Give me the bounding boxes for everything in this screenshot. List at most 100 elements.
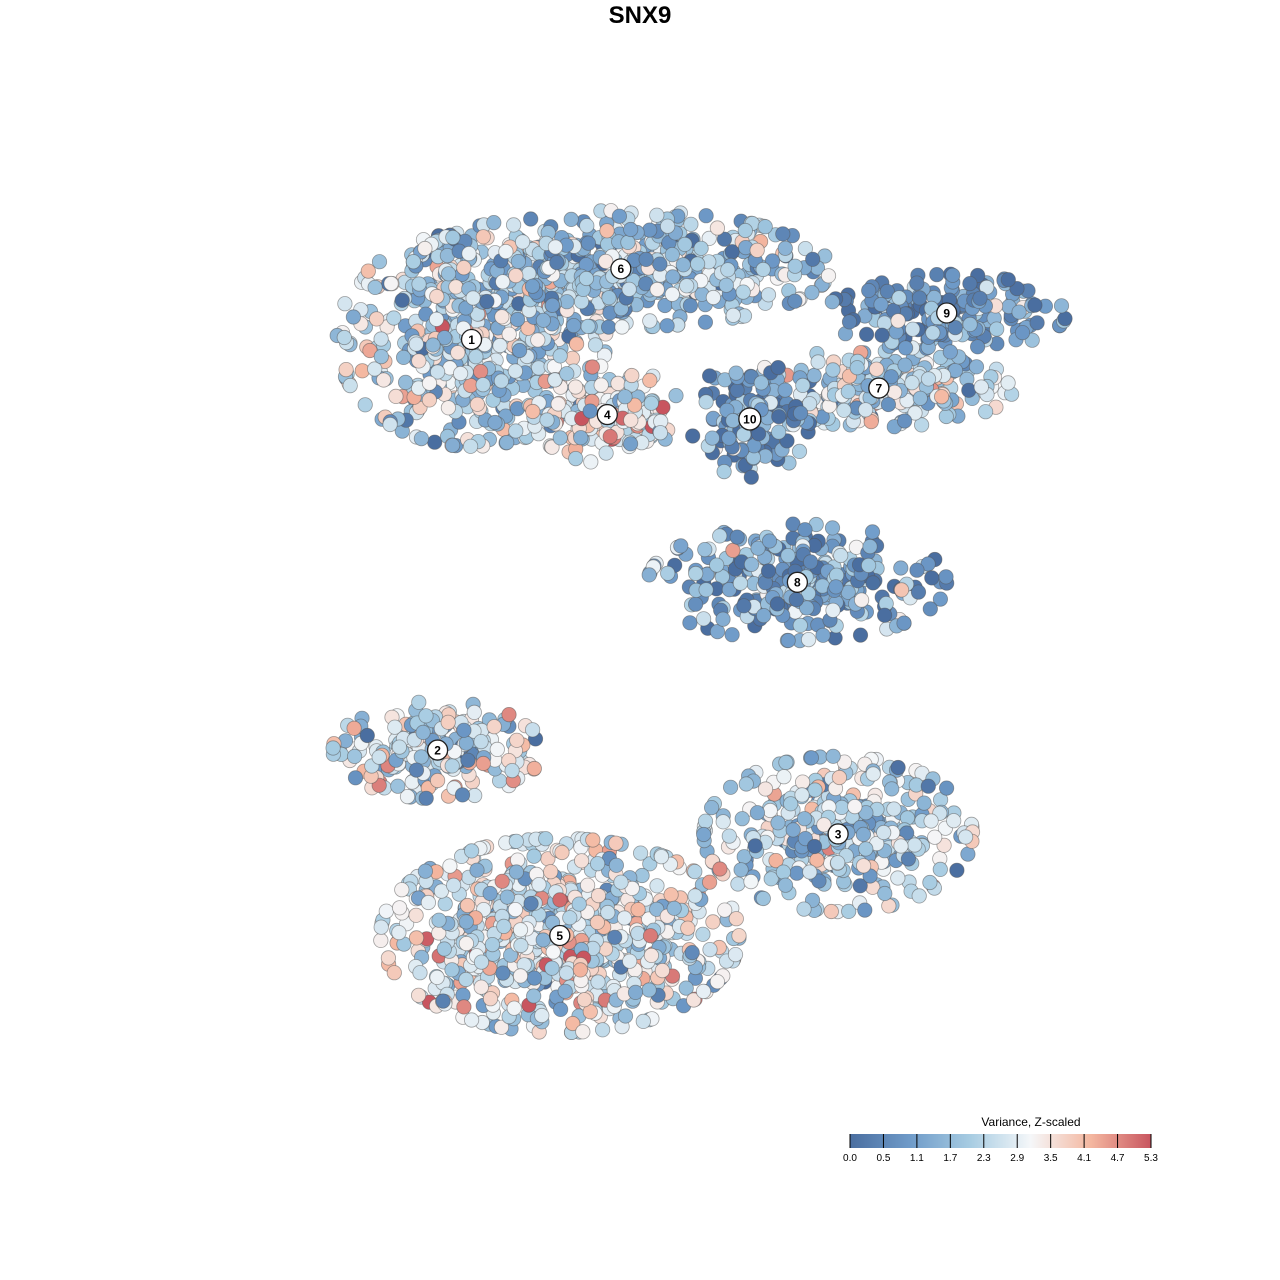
cell-point xyxy=(530,360,547,376)
cell-point xyxy=(524,278,541,294)
cell-point xyxy=(686,992,702,1008)
cell-point xyxy=(922,601,938,617)
cell-point xyxy=(508,864,525,880)
cell-point xyxy=(600,319,617,335)
cell-point xyxy=(408,762,425,778)
cell-point xyxy=(705,289,722,306)
cell-point xyxy=(621,281,637,297)
cluster-label-2: 2 xyxy=(426,739,449,761)
cell-point xyxy=(737,222,753,239)
cell-point xyxy=(475,755,491,772)
cell-point xyxy=(479,293,495,310)
cell-point xyxy=(345,309,361,325)
cell-point xyxy=(590,887,607,904)
cell-point xyxy=(896,615,912,631)
cell-point xyxy=(642,372,658,388)
cell-point xyxy=(728,365,744,381)
cell-point xyxy=(886,801,902,817)
cell-point xyxy=(378,903,394,919)
cell-point xyxy=(788,591,804,608)
cell-point xyxy=(418,790,434,806)
cell-point xyxy=(482,991,499,1007)
cell-point xyxy=(828,579,844,595)
cell-point xyxy=(860,557,877,574)
cell-point xyxy=(568,336,585,352)
cell-point xyxy=(796,811,813,827)
cell-point xyxy=(973,379,989,395)
cell-point xyxy=(802,554,819,570)
cell-point xyxy=(440,714,456,730)
cell-point xyxy=(897,340,914,356)
cell-point xyxy=(806,367,822,384)
cell-point xyxy=(456,722,472,738)
cell-point xyxy=(811,873,827,889)
cell-point xyxy=(572,962,589,978)
cell-point xyxy=(698,394,714,410)
cell-point xyxy=(858,841,874,857)
cluster-label-1: 1 xyxy=(460,328,483,351)
cell-point xyxy=(394,292,410,308)
cell-point xyxy=(724,627,740,643)
cell-point xyxy=(411,353,427,369)
cell-point xyxy=(367,361,383,377)
cell-point xyxy=(877,885,893,902)
cell-point xyxy=(654,962,671,979)
cell-point xyxy=(876,824,892,841)
cell-point xyxy=(833,547,849,564)
cell-point xyxy=(841,903,857,920)
cell-point xyxy=(945,267,961,283)
cell-point xyxy=(715,814,731,830)
cell-point xyxy=(900,851,917,867)
cell-point xyxy=(800,631,817,648)
cell-point xyxy=(367,279,383,295)
cell-point xyxy=(653,849,670,865)
cell-point xyxy=(436,941,452,957)
cell-point xyxy=(868,361,885,377)
cell-point xyxy=(508,267,524,284)
cell-point xyxy=(1027,297,1043,313)
cell-point xyxy=(552,1001,569,1018)
cell-point xyxy=(862,538,878,555)
cell-point xyxy=(616,910,633,926)
cell-point xyxy=(762,802,778,819)
cell-point xyxy=(563,211,579,227)
cell-point xyxy=(610,375,626,391)
cell-point xyxy=(473,979,489,995)
cell-point xyxy=(589,914,606,931)
cell-point xyxy=(360,263,376,279)
cell-point xyxy=(391,739,407,755)
cell-point xyxy=(507,363,524,379)
cell-point xyxy=(387,719,403,735)
cell-point xyxy=(659,318,675,334)
cell-point xyxy=(506,1000,522,1016)
cell-point xyxy=(607,929,623,945)
cell-point xyxy=(938,408,954,425)
legend-colorbar xyxy=(850,1134,1151,1148)
cell-point xyxy=(413,430,429,447)
cell-point xyxy=(579,218,595,234)
cell-point xyxy=(893,838,909,854)
cell-point xyxy=(678,980,694,996)
cell-point xyxy=(962,275,978,292)
legend-tick-label: 4.7 xyxy=(1111,1153,1125,1164)
cell-point xyxy=(884,781,900,797)
cell-point xyxy=(509,732,525,748)
cell-point xyxy=(920,778,936,794)
cell-point xyxy=(666,900,682,916)
cell-point xyxy=(567,379,584,395)
cell-point xyxy=(582,403,598,419)
cell-point xyxy=(458,735,474,751)
cell-point xyxy=(698,582,714,598)
cell-point xyxy=(373,932,389,949)
cell-point xyxy=(909,562,925,578)
cell-point xyxy=(383,275,399,292)
cell-point xyxy=(649,281,665,298)
cell-point xyxy=(725,542,741,559)
cluster-label-10: 10 xyxy=(738,407,762,431)
cell-point xyxy=(337,296,353,312)
cell-point xyxy=(368,311,385,327)
cell-point xyxy=(412,965,428,981)
cell-point xyxy=(682,297,699,314)
cell-point xyxy=(336,329,352,346)
cluster-label-text: 6 xyxy=(618,262,625,276)
